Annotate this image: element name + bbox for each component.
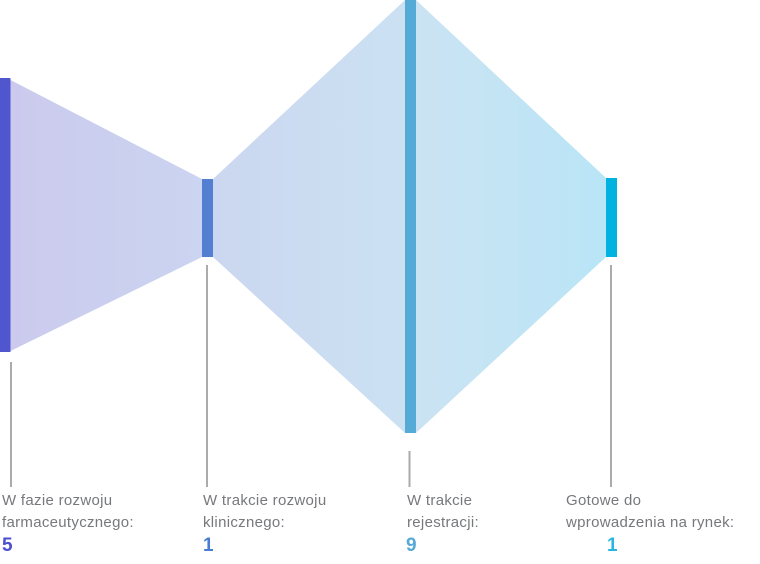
stage-label-line: wprowadzenia na rynek: <box>566 514 735 531</box>
stage-label-line: rejestracji: <box>407 514 479 531</box>
stage-label-line: farmaceutycznego: <box>2 514 134 531</box>
stage-value-clinical-development: 1 <box>203 535 214 556</box>
stage-label-clinical-development: W trakcie rozwoju klinicznego: <box>203 490 326 534</box>
funnel-segment <box>10 80 202 351</box>
stage-bar <box>0 78 11 352</box>
stage-label-market-ready: Gotowe do wprowadzenia na rynek: <box>566 490 734 534</box>
stage-value-pharma-development: 5 <box>2 535 13 556</box>
stage-label-pharma-development: W fazie rozwoju farmaceutycznego: <box>2 490 134 534</box>
stage-label-line: klinicznego: <box>203 514 285 531</box>
stage-label-line: W trakcie rozwoju <box>203 492 327 509</box>
stage-value-market-ready: 1 <box>607 535 618 556</box>
funnel-segment <box>213 0 405 433</box>
stage-label-line: W fazie rozwoju <box>2 492 113 509</box>
funnel-segment <box>416 0 606 433</box>
stage-value-registration: 9 <box>406 535 417 556</box>
stage-label-registration: W trakcie rejestracji: <box>407 490 479 534</box>
stage-label-line: Gotowe do <box>566 492 642 509</box>
stage-bar <box>202 179 213 257</box>
stage-label-line: W trakcie <box>407 492 473 509</box>
stage-bar <box>405 0 416 433</box>
stage-bar <box>606 178 617 257</box>
